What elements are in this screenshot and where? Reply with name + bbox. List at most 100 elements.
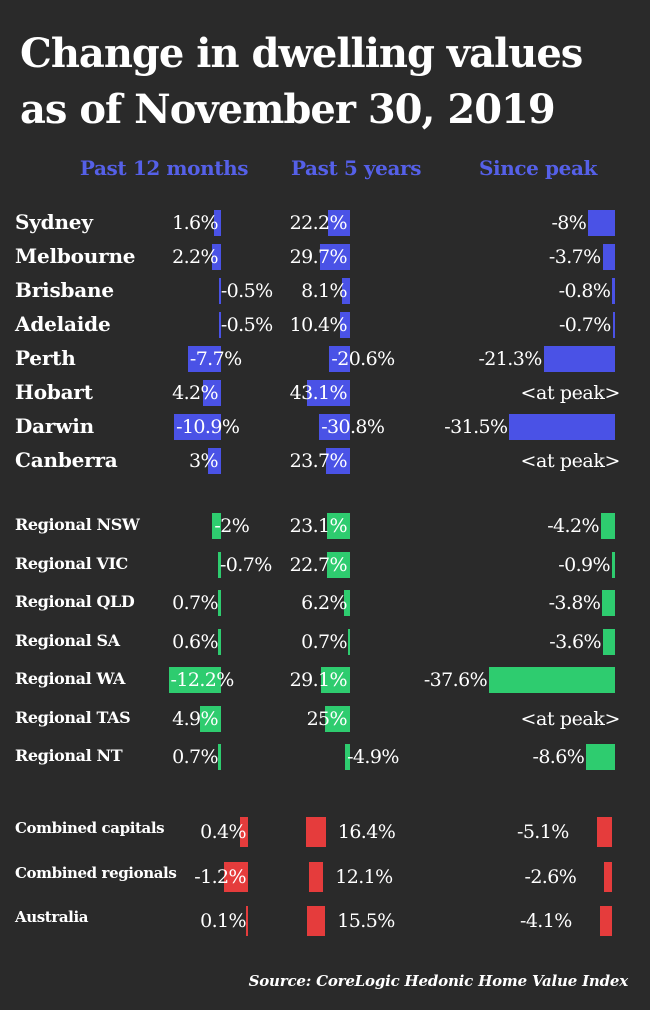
table-row: Perth -7.7% -20.6% -21.3% [0,344,650,374]
value-bar [612,312,615,338]
value-bar [308,862,324,892]
row-label: Adelaide [15,312,111,336]
value-bar [602,244,615,270]
value-bar [208,448,221,474]
at-peak-label: <at peak> [520,450,621,472]
value-bar [599,906,612,936]
row-label: Hobart [15,380,93,404]
value-label: 22.7% [289,554,348,576]
value-label: -3.8% [548,592,601,614]
value-label: -7.7% [189,348,242,370]
table-row: Regional QLD 0.7% 6.2% -3.8% [0,588,650,618]
value-bar [214,210,221,236]
value-bar [326,513,350,539]
value-bar [588,210,615,236]
row-label: Regional NT [15,746,123,765]
value-bar [489,667,615,693]
value-label: -8.6% [532,746,585,768]
value-label: -30.8% [321,416,385,438]
value-bar [543,346,615,372]
value-bar [326,448,350,474]
value-label: 0.6% [172,631,218,653]
value-bar [217,744,221,770]
table-row: Regional TAS 4.9% 25% <at peak> [0,704,650,734]
row-label: Canberra [15,448,118,472]
value-bar [246,906,248,936]
value-bar [600,513,615,539]
value-bar [348,629,350,655]
column-header-past-12-months: Past 12 months [79,156,249,180]
table-row: Canberra 3% 23.7% <at peak> [0,446,650,476]
value-label: 23.7% [289,450,348,472]
value-label: -0.5% [220,280,273,302]
value-bar [306,380,350,406]
value-label: 8.1% [301,280,347,302]
row-label: Combined regionals [15,864,177,882]
value-label: -20.6% [331,348,395,370]
value-bar [327,210,350,236]
value-label: 29.7% [289,246,348,268]
value-bar [327,552,350,578]
value-bar [224,862,248,892]
value-label: -3.6% [549,631,601,653]
value-bar [343,590,350,616]
table-row: Brisbane -0.5% 8.1% -0.8% [0,276,650,306]
value-label: -3.7% [548,246,601,268]
value-label: 0.1% [200,910,246,932]
value-bar [199,706,221,732]
row-label: Regional WA [15,669,126,688]
value-bar [187,346,221,372]
value-bar [202,380,221,406]
at-peak-label: <at peak> [520,708,621,730]
value-bar [345,744,350,770]
value-label: -12.2% [170,669,235,691]
row-label: Melbourne [15,244,136,268]
value-label: 25% [306,708,348,730]
source-note: Source: CoreLogic Hedonic Home Value Ind… [248,972,629,990]
value-label: 15.5% [337,910,395,932]
value-bar [596,817,612,847]
table-row: Adelaide -0.5% 10.4% -0.7% [0,310,650,340]
value-bar [319,414,350,440]
table-row: Melbourne 2.2% 29.7% -3.7% [0,242,650,272]
row-label: Perth [15,346,76,370]
value-label: -31.5% [444,416,508,438]
value-label: 3% [189,450,219,472]
value-label: 10.4% [289,314,348,336]
row-label: Combined capitals [15,819,165,837]
value-bar [306,906,326,936]
value-label: 43.1% [289,382,348,404]
value-label: -10.9% [176,416,240,438]
value-label: -0.7% [219,554,272,576]
table-row: Regional NSW -2% 23.1% -4.2% [0,511,650,541]
value-label: 29.1% [289,669,348,691]
row-label: Regional QLD [15,592,135,611]
row-label: Darwin [15,414,94,438]
value-bar [341,278,350,304]
column-header-since-peak: Since peak [479,156,597,180]
value-bar [320,244,350,270]
value-bar [211,244,221,270]
table-row: Hobart 4.2% 43.1% <at peak> [0,378,650,408]
value-bar [325,706,350,732]
value-label: -0.8% [558,280,611,302]
column-headers: Past 12 months Past 5 years Since peak [0,156,650,186]
value-bar [509,414,615,440]
value-bar [218,312,221,338]
value-label: 0.4% [200,821,246,843]
value-bar [168,667,221,693]
value-bar [174,414,221,440]
value-bar [217,590,221,616]
value-label: -4.1% [520,910,572,932]
title-line-2: as of November 30, 2019 [20,86,556,133]
row-label: Regional NSW [15,515,140,534]
value-bar [602,629,615,655]
value-label: 0.7% [301,631,347,653]
value-label: 4.2% [172,382,218,404]
value-label: 12.1% [335,866,393,888]
value-label: -8% [551,212,587,234]
value-label: 16.4% [337,821,396,843]
value-bar [306,817,326,847]
value-label: -1.2% [194,866,246,888]
